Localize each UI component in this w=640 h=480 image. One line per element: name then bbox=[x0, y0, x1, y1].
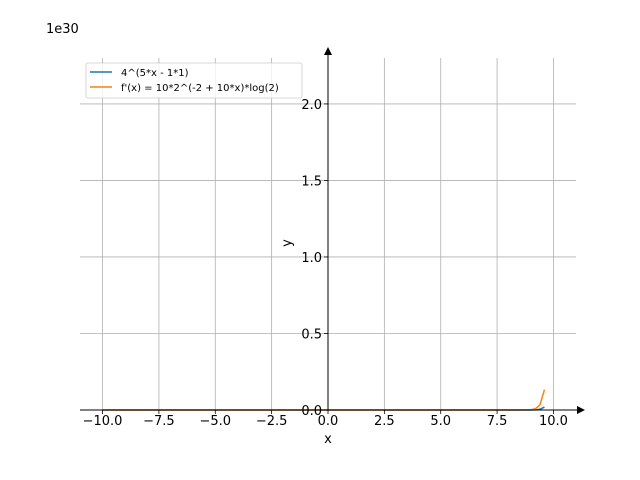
y-axis-label: y bbox=[280, 239, 295, 247]
series-line-2 bbox=[102, 389, 546, 411]
y-offset-multiplier-label: 1e30 bbox=[46, 22, 79, 37]
tick-labels: −10.0 −7.5 −5.0 −2.5 0.0 2.5 5.0 7.5 10.0 0.0 0.5 1… bbox=[83, 98, 568, 429]
y-tick-label: 0.0 bbox=[301, 404, 322, 419]
x-axis-label: x bbox=[324, 432, 332, 447]
legend-frame bbox=[85, 62, 303, 99]
legend: 4^(5*x - 1*1) f'(x) = 10*2^(-2 + 10*x)*l… bbox=[85, 62, 303, 99]
x-tick-label: 2.5 bbox=[374, 414, 395, 429]
x-tick-label: −7.5 bbox=[143, 414, 175, 429]
y-tick-label: 2.0 bbox=[301, 98, 322, 113]
series-layer bbox=[102, 389, 546, 411]
x-tick-label: −10.0 bbox=[83, 414, 123, 429]
x-tick-label: −5.0 bbox=[199, 414, 231, 429]
y-tick-label: 1.0 bbox=[301, 251, 322, 266]
x-tick-label: 5.0 bbox=[430, 414, 451, 429]
x-tick-label: 10.0 bbox=[539, 414, 568, 429]
y-tick-label: 0.5 bbox=[301, 327, 322, 342]
y-tick-label: 1.5 bbox=[301, 174, 322, 189]
legend-label-series-2: f'(x) = 10*2^(-2 + 10*x)*log(2) bbox=[121, 83, 279, 94]
x-tick-label: 7.5 bbox=[487, 414, 508, 429]
y-axis-arrow bbox=[324, 47, 332, 55]
axes bbox=[80, 47, 585, 414]
x-tick-label: 0.0 bbox=[318, 414, 339, 429]
x-axis-arrow bbox=[577, 406, 585, 414]
x-tick-label: −2.5 bbox=[256, 414, 288, 429]
legend-label-series-1: 4^(5*x - 1*1) bbox=[121, 68, 189, 79]
